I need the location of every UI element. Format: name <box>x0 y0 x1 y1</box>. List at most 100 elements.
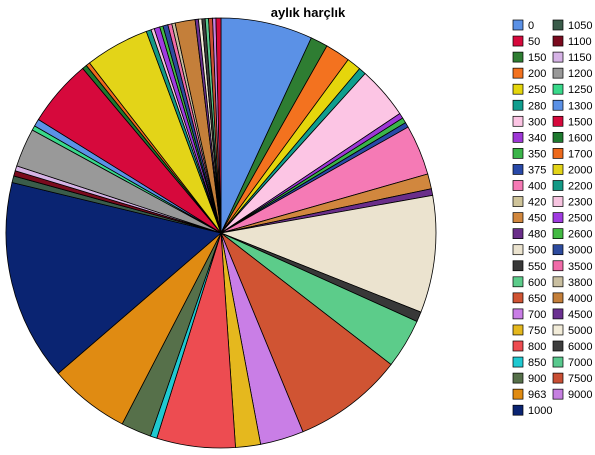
legend-label-1050: 1050 <box>568 20 592 32</box>
legend-swatch-1300 <box>552 99 564 111</box>
legend-label-850: 850 <box>528 357 546 369</box>
legend-label-963: 963 <box>528 389 546 401</box>
legend-swatch-3000 <box>552 244 564 256</box>
legend-swatch-480 <box>512 228 524 239</box>
legend-label-4500: 4500 <box>568 309 592 321</box>
legend-item-700: 700 <box>512 308 546 321</box>
legend-label-1500: 1500 <box>568 116 592 128</box>
legend-item-550: 550 <box>512 260 546 273</box>
legend: 0 50 150 200 250 280 300 340 350 375 400 420 450 480 5… <box>512 19 592 417</box>
legend-swatch-650 <box>512 292 524 304</box>
legend-item-800: 800 <box>512 340 546 353</box>
legend-label-1250: 1250 <box>568 84 592 96</box>
legend-item-1700: 1700 <box>552 148 592 160</box>
legend-label-250: 250 <box>528 84 546 96</box>
legend-item-1100: 1100 <box>552 35 592 48</box>
legend-label-9000: 9000 <box>568 389 592 401</box>
legend-swatch-1000 <box>512 404 524 416</box>
legend-label-5000: 5000 <box>568 325 592 337</box>
legend-label-6000: 6000 <box>568 341 592 353</box>
legend-item-7500: 7500 <box>552 372 592 385</box>
legend-label-7000: 7000 <box>568 357 592 369</box>
legend-swatch-2500 <box>552 212 564 223</box>
legend-swatch-350 <box>512 148 524 159</box>
legend-item-280: 280 <box>512 99 546 112</box>
legend-item-1300: 1300 <box>552 99 592 112</box>
chart-title: aylık harçlık <box>271 5 346 20</box>
legend-swatch-340 <box>512 132 524 143</box>
legend-item-9000: 9000 <box>552 388 592 401</box>
legend-swatch-4500 <box>552 308 564 320</box>
legend-swatch-500 <box>512 244 524 256</box>
legend-item-3500: 3500 <box>552 260 592 273</box>
legend-swatch-800 <box>512 340 524 352</box>
legend-label-700: 700 <box>528 309 546 321</box>
legend-item-500: 500 <box>512 244 546 257</box>
legend-swatch-2200 <box>552 180 564 191</box>
legend-item-200: 200 <box>512 67 546 80</box>
legend-label-3000: 3000 <box>568 245 592 257</box>
legend-label-3500: 3500 <box>568 261 592 273</box>
legend-label-0: 0 <box>528 20 534 32</box>
legend-label-7500: 7500 <box>568 373 592 385</box>
legend-label-2200: 2200 <box>568 181 592 193</box>
legend-swatch-1150 <box>552 51 564 63</box>
legend-label-800: 800 <box>528 341 546 353</box>
legend-label-1150: 1150 <box>568 52 592 64</box>
legend-item-300: 300 <box>512 115 546 128</box>
legend-swatch-50 <box>512 35 524 47</box>
pie-slice-1000 <box>5 181 222 374</box>
legend-swatch-1250 <box>552 83 564 95</box>
legend-swatch-1200 <box>552 67 564 79</box>
legend-swatch-0 <box>512 19 524 31</box>
legend-label-50: 50 <box>528 36 540 48</box>
legend-swatch-375 <box>512 164 524 175</box>
legend-item-150: 150 <box>512 51 546 64</box>
legend-swatch-963 <box>512 388 524 400</box>
legend-label-200: 200 <box>528 68 546 80</box>
legend-swatch-250 <box>512 83 524 95</box>
legend-swatch-2300 <box>552 196 564 207</box>
legend-swatch-1100 <box>552 35 564 47</box>
legend-item-50: 50 <box>512 35 540 48</box>
legend-item-350: 350 <box>512 148 546 160</box>
legend-item-750: 750 <box>512 324 546 337</box>
legend-swatch-7500 <box>552 372 564 384</box>
legend-item-963: 963 <box>512 388 546 401</box>
pie-slice-650 <box>220 231 392 433</box>
legend-swatch-600 <box>512 276 524 288</box>
legend-swatch-1050 <box>552 19 564 31</box>
legend-label-3800: 3800 <box>568 277 592 289</box>
legend-label-500: 500 <box>528 245 546 257</box>
legend-label-1000: 1000 <box>528 405 552 417</box>
legend-label-375: 375 <box>528 164 546 176</box>
legend-item-5000: 5000 <box>552 324 592 337</box>
legend-label-2300: 2300 <box>568 197 592 209</box>
legend-swatch-700 <box>512 308 524 320</box>
legend-item-4000: 4000 <box>552 292 592 305</box>
legend-label-750: 750 <box>528 325 546 337</box>
legend-label-400: 400 <box>528 181 546 193</box>
legend-item-250: 250 <box>512 83 546 96</box>
legend-swatch-2600 <box>552 228 564 239</box>
legend-swatch-3500 <box>552 260 564 272</box>
legend-label-650: 650 <box>528 293 546 305</box>
legend-label-280: 280 <box>528 100 546 112</box>
pie-slice-500 <box>219 194 437 313</box>
legend-item-2000: 2000 <box>552 164 592 176</box>
legend-item-3000: 3000 <box>552 244 592 257</box>
legend-item-850: 850 <box>512 356 546 369</box>
legend-label-480: 480 <box>528 229 546 241</box>
legend-item-340: 340 <box>512 132 546 144</box>
legend-swatch-420 <box>512 196 524 207</box>
legend-swatch-400 <box>512 180 524 191</box>
legend-label-2000: 2000 <box>568 164 592 176</box>
legend-label-420: 420 <box>528 197 546 209</box>
legend-label-1700: 1700 <box>568 148 592 160</box>
legend-swatch-280 <box>512 99 524 111</box>
legend-swatch-850 <box>512 356 524 368</box>
legend-label-2500: 2500 <box>568 213 592 225</box>
legend-item-1200: 1200 <box>552 67 592 80</box>
